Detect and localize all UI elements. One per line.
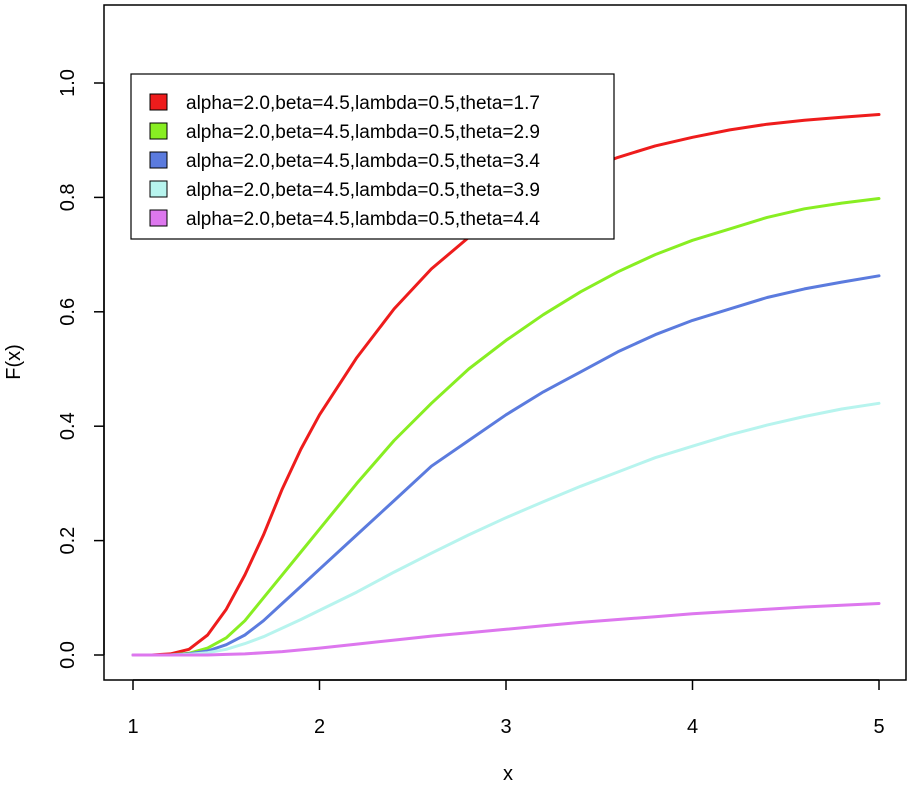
series-line-3 — [131, 274, 881, 657]
series-lines — [131, 113, 881, 657]
legend-swatch-5 — [149, 209, 168, 227]
legend-swatch-1 — [149, 93, 168, 111]
y-tick-label: 0.0 — [57, 641, 79, 669]
y-tick-label: 0.6 — [57, 298, 79, 326]
x-tick-label: 4 — [687, 716, 698, 738]
legend-label-4: alpha=2.0,beta=4.5,lambda=0.5,theta=3.9 — [186, 180, 540, 201]
series-line-5 — [131, 602, 881, 657]
y-tick-label: 1.0 — [57, 69, 79, 97]
legend-label-1: alpha=2.0,beta=4.5,lambda=0.5,theta=1.7 — [186, 93, 540, 114]
series-line-1 — [131, 113, 881, 657]
y-tick-label: 0.8 — [57, 183, 79, 211]
legend: alpha=2.0,beta=4.5,lambda=0.5,theta=1.7 a… — [130, 73, 615, 240]
x-axis: 1 2 3 4 5 — [127, 679, 885, 738]
series-line-2 — [131, 197, 881, 657]
legend-label-5: alpha=2.0,beta=4.5,lambda=0.5,theta=4.4 — [186, 209, 540, 230]
y-axis: 0.0 0.2 0.4 0.6 0.8 1.0 — [57, 69, 105, 669]
x-tick-label: 1 — [127, 716, 138, 738]
series-line-4 — [131, 401, 881, 657]
y-tick-label: 0.4 — [57, 412, 79, 440]
x-tick-label: 2 — [314, 716, 325, 738]
x-axis-title: x — [503, 763, 513, 785]
legend-box — [130, 73, 615, 240]
y-tick-label: 0.2 — [57, 527, 79, 555]
y-axis-title: F(x) — [3, 344, 25, 380]
legend-swatch-2 — [149, 122, 168, 140]
legend-swatch-3 — [149, 151, 168, 169]
legend-swatch-4 — [149, 180, 168, 198]
legend-label-2: alpha=2.0,beta=4.5,lambda=0.5,theta=2.9 — [186, 122, 540, 143]
x-tick-label: 5 — [873, 716, 884, 738]
legend-label-3: alpha=2.0,beta=4.5,lambda=0.5,theta=3.4 — [186, 151, 540, 172]
x-tick-label: 3 — [500, 716, 511, 738]
